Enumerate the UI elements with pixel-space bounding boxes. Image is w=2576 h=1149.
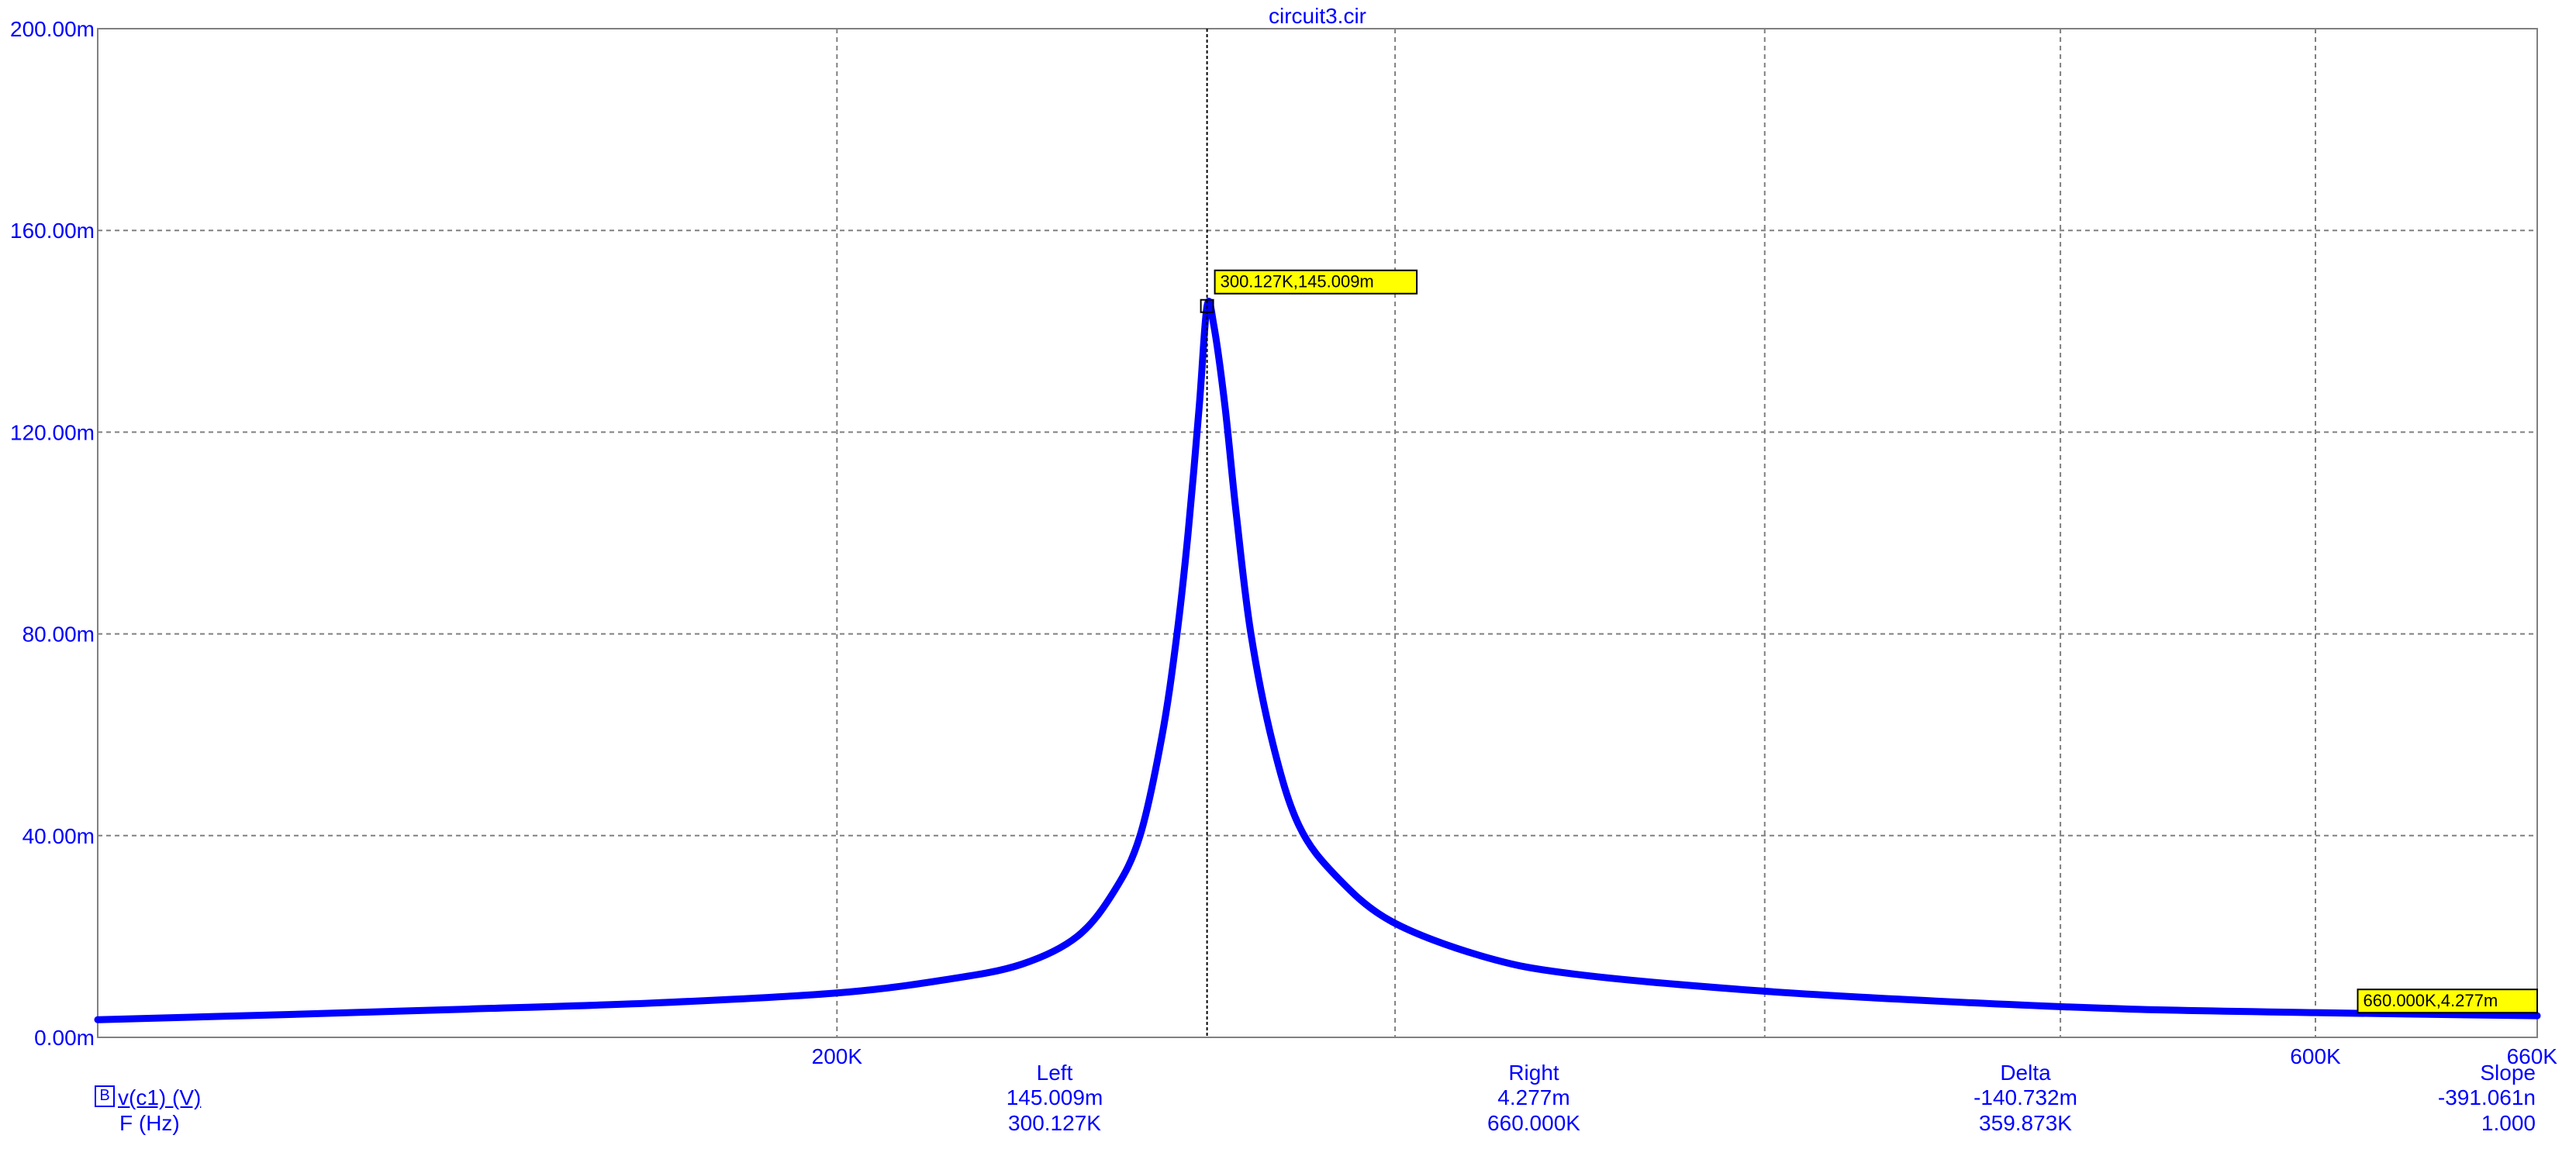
y-tick-label-3: 120.00m: [10, 420, 95, 444]
y-tick-label-0: 0.00m: [34, 1026, 95, 1050]
readout-header-left: Left: [1036, 1061, 1073, 1085]
y-tick-label-5: 200.00m: [10, 17, 95, 41]
chart-title: circuit3.cir: [1269, 4, 1366, 28]
cursor-label-box-0: [1214, 269, 1418, 295]
readout-row-freq-slope: 1.000: [2481, 1111, 2536, 1135]
readout-row-voltage-slope: -391.061n: [2437, 1085, 2536, 1109]
series-line-0: [94, 297, 2541, 1023]
readout-row-voltage-left: 145.009m: [1006, 1085, 1103, 1109]
x-tick-label-1: 600K: [2290, 1044, 2341, 1068]
y-tick-label-2: 80.00m: [22, 623, 95, 647]
cursor-marker-0: [1200, 298, 1214, 313]
plot-frame: [97, 28, 2538, 1038]
x-tick-label-0: 200K: [812, 1044, 863, 1068]
readout-row-voltage-delta: -140.732m: [1973, 1085, 2077, 1109]
readout-row-voltage-right: 4.277m: [1497, 1085, 1570, 1109]
legend-box-icon[interactable]: B: [95, 1085, 115, 1107]
x-tick-label-2: 660K: [2507, 1044, 2558, 1068]
cursor-label-0: 300.127K,145.009m: [1221, 272, 1374, 292]
cursor-label-box-1: [2357, 989, 2538, 1014]
cursor-label-1: 660.000K,4.277m: [2364, 991, 2498, 1010]
readout-row-freq-left: 300.127K: [1008, 1111, 1101, 1135]
readout-row-freq-delta: 359.873K: [1979, 1111, 2072, 1135]
y-tick-label-1: 40.00m: [22, 824, 95, 848]
series-label: v(c1) (V): [118, 1085, 202, 1109]
readout-header-delta: Delta: [2000, 1061, 2051, 1085]
readout-header-slope: Slope: [2480, 1061, 2536, 1085]
readout-row-freq-right: 660.000K: [1487, 1111, 1580, 1135]
readout-row-freq-name: F (Hz): [119, 1111, 180, 1135]
y-tick-label-4: 160.00m: [10, 219, 95, 243]
readout-header-right: Right: [1508, 1061, 1559, 1085]
